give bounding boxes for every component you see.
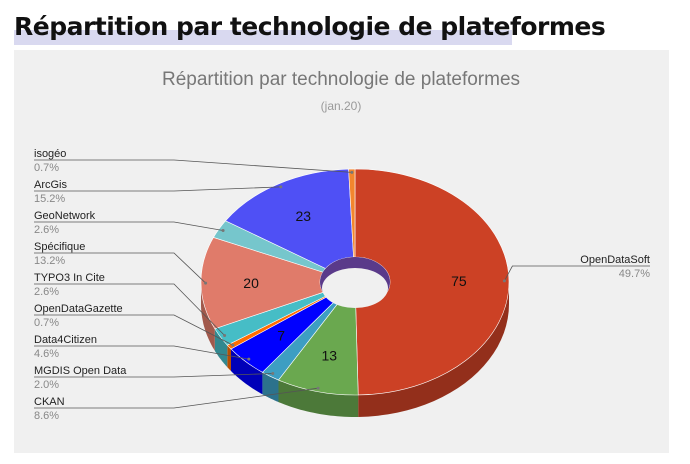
legend-percent: 0.7%: [34, 162, 59, 174]
chart-title: Répartition par technologie de plateform…: [162, 69, 520, 90]
leader-line: [34, 159, 352, 173]
slice-side-typo3-in-cite: [214, 328, 228, 368]
chart-panel: Répartition par technologie de plateform…: [14, 50, 669, 453]
legend-percent: 15.2%: [34, 193, 65, 205]
slice-labels: 75 13 7 20 23 OpenDataSoft 49.7% CKAN 8.6% MGDIS …: [34, 148, 650, 422]
slice-side-data4citizen: [231, 349, 263, 395]
leader-dot: [221, 229, 225, 232]
legend-label: CKAN: [34, 396, 65, 408]
slice-value-ckan: 13: [322, 348, 338, 364]
page-heading: Répartition par technologie de plateform…: [14, 12, 606, 41]
slice-value-data4citizen: 7: [277, 327, 285, 343]
legend-percent: 0.7%: [34, 317, 59, 329]
legend-percent: 2.6%: [34, 286, 59, 298]
legend-entry-opendatasoft: OpenDataSoft 49.7%: [502, 254, 650, 283]
heading-highlight: [14, 30, 512, 45]
legend-entry-geonetwork: GeoNetwork 2.6%: [34, 210, 225, 236]
legend-percent: 2.0%: [34, 379, 59, 391]
legend-label: OpenDataGazette: [34, 303, 123, 315]
slice-side-mgdis-open-data: [262, 372, 279, 403]
leader-dot: [279, 185, 283, 189]
leader-line: [34, 314, 234, 346]
slice-side-opendatagazette: [227, 345, 231, 371]
chart-subtitle: (jan.20): [321, 99, 362, 113]
slice-value-opendatasoft: 75: [451, 273, 467, 289]
leader-line: [34, 345, 249, 360]
legend-label: GeoNetwork: [34, 210, 96, 222]
slice-value-arcgis: 23: [296, 208, 312, 224]
legend-percent: 4.6%: [34, 348, 59, 360]
legend-entry-mgdis-open-data: MGDIS Open Data 2.0%: [34, 365, 275, 391]
leader-line: [34, 387, 319, 409]
legend-percent: 49.7%: [619, 268, 650, 280]
legend-percent: 8.6%: [34, 410, 59, 422]
legend-label: isogéo: [34, 148, 66, 160]
slice-value-specifique: 20: [243, 275, 259, 291]
leader-line: [34, 252, 206, 284]
legend-label: Spécifique: [34, 241, 85, 253]
leader-line: [504, 265, 650, 282]
legend-entry-ckan: CKAN 8.6%: [34, 386, 320, 422]
leader-line: [34, 373, 273, 378]
legend-entry-opendatagazette: OpenDataGazette 0.7%: [34, 303, 235, 347]
legend-entry-arcgis: ArcGis 15.2%: [34, 179, 283, 205]
donut-hole: [320, 257, 390, 308]
legend-entry-data4citizen: Data4Citizen 4.6%: [34, 334, 251, 361]
legend-percent: 2.6%: [34, 224, 59, 236]
legend-label: ArcGis: [34, 179, 68, 191]
legend-label: Data4Citizen: [34, 334, 97, 346]
slice-side-specifique: [201, 282, 215, 351]
legend-percent: 13.2%: [34, 255, 65, 267]
legend-label: TYPO3 In Cite: [34, 272, 105, 284]
leader-dot: [223, 334, 227, 337]
leader-dot: [247, 357, 251, 361]
leader-line: [34, 186, 281, 192]
legend-entry-typo3-in-cite: TYPO3 In Cite 2.6%: [34, 272, 227, 337]
leader-dot: [204, 281, 208, 285]
slice-side-ckan: [278, 380, 359, 417]
leader-dot: [271, 372, 275, 375]
legend-entry-isogeo: isogéo 0.7%: [34, 148, 354, 174]
leader-dot: [502, 279, 506, 283]
legend-label: MGDIS Open Data: [34, 365, 127, 377]
leader-dot: [350, 170, 354, 174]
leader-line: [34, 221, 224, 231]
leader-dot: [316, 386, 320, 390]
hole-opening: [322, 268, 388, 308]
leader-line: [34, 283, 225, 336]
legend-label: OpenDataSoft: [580, 254, 650, 266]
pie-chart: Répartition par technologie de plateform…: [34, 69, 650, 422]
legend-entry-specifique: Spécifique 13.2%: [34, 241, 208, 285]
leader-dot: [231, 343, 235, 347]
